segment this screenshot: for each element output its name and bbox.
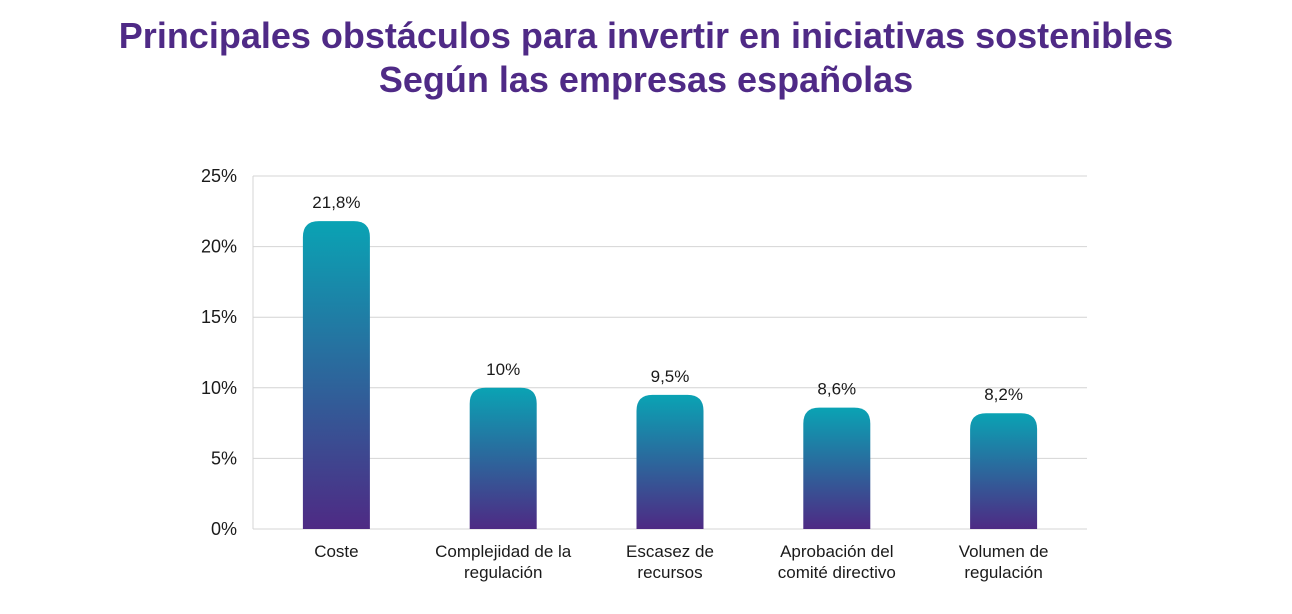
chart-title: Principales obstáculos para invertir en …: [0, 14, 1292, 102]
x-category-label-line: Aprobación del: [780, 542, 893, 561]
bar-value-label: 10%: [486, 360, 520, 379]
x-category-label-line: Escasez de: [626, 542, 714, 561]
y-tick-label: 20%: [201, 237, 237, 257]
chart-title-line-2: Según las empresas españolas: [378, 59, 914, 100]
y-tick-label: 15%: [201, 307, 237, 327]
bar-value-label: 8,2%: [984, 385, 1023, 404]
y-tick-label: 5%: [211, 448, 237, 468]
bar: [302, 221, 370, 529]
chart-title-line-1: Principales obstáculos para invertir en …: [118, 15, 1174, 56]
x-category-label: Complejidad de la regulación: [435, 542, 572, 582]
bar: [970, 413, 1038, 529]
x-category-label-line: regulación: [464, 563, 542, 582]
x-category-label: Volumen de regulación: [959, 542, 1049, 582]
x-category-label-line: Volumen de: [959, 542, 1049, 561]
y-tick-label: 25%: [201, 166, 237, 186]
y-tick-label: 0%: [211, 519, 237, 539]
x-category-label-line: recursos: [637, 563, 702, 582]
x-category-label: Aprobación del comité directivo: [778, 542, 896, 582]
bar: [636, 394, 704, 529]
x-category-label: Coste: [314, 542, 358, 561]
x-category-label-line: regulación: [964, 563, 1042, 582]
y-tick-label: 10%: [201, 378, 237, 398]
x-category-label-line: comité directivo: [778, 563, 896, 582]
bar-value-label: 9,5%: [651, 367, 690, 386]
x-category-label-line: Complejidad de la: [435, 542, 572, 561]
bar-value-label: 21,8%: [312, 193, 360, 212]
x-category-label-line: Coste: [314, 542, 358, 561]
x-category-label: Escasez de recursos: [626, 542, 714, 582]
bar: [803, 407, 871, 529]
bar: [469, 387, 537, 529]
bar-value-label: 8,6%: [817, 380, 856, 399]
